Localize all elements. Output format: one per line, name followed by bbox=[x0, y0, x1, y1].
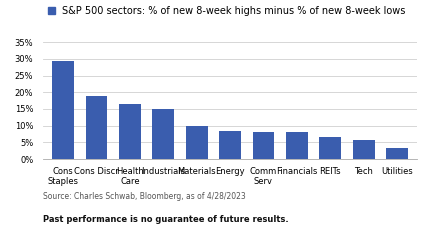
Bar bbox=[152, 109, 174, 159]
Text: Source: Charles Schwab, Bloomberg, as of 4/28/2023: Source: Charles Schwab, Bloomberg, as of… bbox=[43, 192, 246, 201]
Bar bbox=[286, 132, 308, 159]
Bar bbox=[386, 148, 408, 159]
Bar bbox=[319, 137, 341, 159]
Legend: S&P 500 sectors: % of new 8-week highs minus % of new 8-week lows: S&P 500 sectors: % of new 8-week highs m… bbox=[48, 6, 406, 16]
Bar bbox=[186, 126, 208, 159]
Bar bbox=[86, 96, 108, 159]
Text: Past performance is no guarantee of future results.: Past performance is no guarantee of futu… bbox=[43, 215, 289, 224]
Bar bbox=[353, 140, 375, 159]
Bar bbox=[119, 104, 141, 159]
Bar bbox=[252, 132, 274, 159]
Bar bbox=[52, 61, 74, 159]
Bar bbox=[219, 131, 241, 159]
